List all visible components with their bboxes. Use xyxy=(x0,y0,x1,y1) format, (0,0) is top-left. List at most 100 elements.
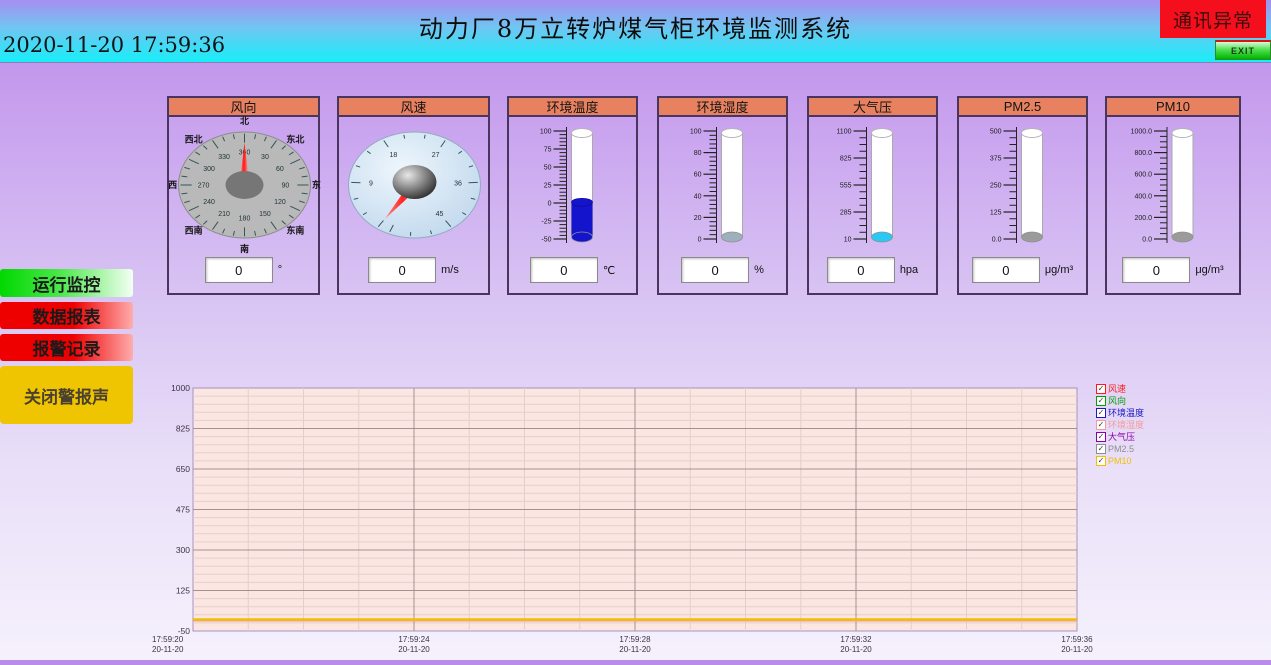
legend-item-wind-direction: ✓风向 xyxy=(1096,396,1176,406)
x-axis-tick-time: 17:59:36 xyxy=(1061,635,1093,644)
svg-text:285: 285 xyxy=(840,210,852,217)
gauge-panel-wind-direction: 风向306090120150180210240270300330360北东北东东… xyxy=(167,96,320,295)
x-axis-tick-time: 17:59:20 xyxy=(152,635,184,644)
y-axis-tick: 825 xyxy=(176,424,190,434)
wind-direction-value: 0 xyxy=(205,257,273,283)
x-axis-tick-date: 20-11-20 xyxy=(1061,645,1093,654)
svg-text:30: 30 xyxy=(261,154,269,161)
exit-button[interactable]: EXIT xyxy=(1215,40,1271,60)
trend-chart-canvas: 1000825650475300125-5017:59:2020-11-2017… xyxy=(150,379,1115,660)
svg-text:东南: 东南 xyxy=(286,224,304,235)
pressure-unit: hpa xyxy=(900,264,918,276)
legend-label-pressure: 大气压 xyxy=(1108,432,1135,442)
svg-text:600.0: 600.0 xyxy=(1134,172,1152,179)
x-axis-tick-time: 17:59:24 xyxy=(398,635,430,644)
svg-text:270: 270 xyxy=(198,183,210,190)
wind-speed-unit: m/s xyxy=(441,264,459,276)
legend-item-wind-speed: ✓风速 xyxy=(1096,384,1176,394)
svg-text:0: 0 xyxy=(698,237,702,244)
legend-checkbox-pm25[interactable]: ✓ xyxy=(1096,444,1106,454)
gauge-title-ambient-temperature: 环境温度 xyxy=(509,98,636,117)
y-axis-tick: 125 xyxy=(176,586,190,596)
legend-item-pm10: ✓PM10 xyxy=(1096,456,1176,466)
y-axis-tick: 475 xyxy=(176,505,190,515)
svg-text:500: 500 xyxy=(990,129,1002,136)
svg-text:10: 10 xyxy=(844,237,852,244)
legend-checkbox-wind-direction[interactable]: ✓ xyxy=(1096,396,1106,406)
svg-text:-25: -25 xyxy=(541,219,551,226)
svg-text:400.0: 400.0 xyxy=(1134,193,1152,200)
svg-text:200.0: 200.0 xyxy=(1134,215,1152,222)
wind-direction-unit: ° xyxy=(278,264,282,276)
x-axis-tick-date: 20-11-20 xyxy=(840,645,872,654)
y-axis-tick: 1000 xyxy=(171,383,190,393)
svg-text:25: 25 xyxy=(544,183,552,190)
svg-text:120: 120 xyxy=(274,199,286,206)
legend-checkbox-pressure[interactable]: ✓ xyxy=(1096,432,1106,442)
svg-text:50: 50 xyxy=(544,165,552,172)
mute-alarm-button[interactable]: 关闭警报声 xyxy=(0,366,133,424)
ambient-temperature-value: 0 xyxy=(530,257,598,283)
pressure-value: 0 xyxy=(827,257,895,283)
svg-text:80: 80 xyxy=(694,150,702,157)
svg-text:36: 36 xyxy=(454,181,462,188)
legend-item-pm25: ✓PM2.5 xyxy=(1096,444,1176,454)
svg-text:北: 北 xyxy=(240,115,249,126)
svg-text:西北: 西北 xyxy=(185,134,203,145)
legend-checkbox-wind-speed[interactable]: ✓ xyxy=(1096,384,1106,394)
svg-text:1100: 1100 xyxy=(836,129,851,136)
svg-text:1000.0: 1000.0 xyxy=(1131,129,1153,136)
wind-direction-gauge-graphic: 306090120150180210240270300330360北东北东东南南… xyxy=(169,117,318,255)
legend-label-wind-speed: 风速 xyxy=(1108,384,1126,394)
y-axis-tick: 650 xyxy=(176,464,190,474)
comm-status-alarm-button[interactable]: 通讯异常 xyxy=(1160,0,1266,38)
svg-text:210: 210 xyxy=(218,211,230,218)
svg-text:20: 20 xyxy=(694,215,702,222)
svg-text:555: 555 xyxy=(840,183,852,190)
pm25-value: 0 xyxy=(972,257,1040,283)
svg-text:60: 60 xyxy=(694,172,702,179)
x-axis-tick-date: 20-11-20 xyxy=(152,645,184,654)
svg-text:西: 西 xyxy=(168,180,177,190)
legend-checkbox-ambient-temperature[interactable]: ✓ xyxy=(1096,408,1106,418)
y-axis-tick: 300 xyxy=(176,545,190,555)
gauge-body-pressure: 1100 825 555 285 10 xyxy=(809,117,936,255)
svg-text:27: 27 xyxy=(432,152,440,159)
svg-text:250: 250 xyxy=(990,183,1002,190)
legend-checkbox-ambient-humidity[interactable]: ✓ xyxy=(1096,420,1106,430)
trend-legend: ✓风速✓风向✓环境温度✓环境湿度✓大气压✓PM2.5✓PM10 xyxy=(1096,384,1176,468)
pressure-gauge-graphic: 1100 825 555 285 10 xyxy=(809,117,936,255)
gauge-readout-wind-direction: 0° xyxy=(169,255,318,285)
wind-speed-value: 0 xyxy=(368,257,436,283)
pm25-unit: μg/m³ xyxy=(1045,264,1073,276)
gauge-body-wind-direction: 306090120150180210240270300330360北东北东东南南… xyxy=(169,117,318,255)
gauge-readout-pressure: 0 hpa xyxy=(809,255,936,285)
svg-text:825: 825 xyxy=(840,156,852,163)
svg-text:150: 150 xyxy=(259,211,271,218)
svg-text:西南: 西南 xyxy=(185,224,203,235)
sidebar-item-data-report[interactable]: 数据报表 xyxy=(0,302,133,329)
svg-text:18: 18 xyxy=(389,152,397,159)
svg-text:9: 9 xyxy=(369,181,373,188)
ambient-temperature-unit: ℃ xyxy=(603,264,615,277)
svg-text:南: 南 xyxy=(240,243,249,254)
gauge-readout-pm25: 0 μg/m³ xyxy=(959,255,1086,285)
sidebar-item-alarm-record[interactable]: 报警记录 xyxy=(0,334,133,361)
legend-checkbox-pm10[interactable]: ✓ xyxy=(1096,456,1106,466)
sidebar-item-run-monitor[interactable]: 运行监控 xyxy=(0,269,133,297)
legend-label-wind-direction: 风向 xyxy=(1108,396,1126,406)
svg-text:125: 125 xyxy=(990,210,1002,217)
pm10-value: 0 xyxy=(1122,257,1190,283)
